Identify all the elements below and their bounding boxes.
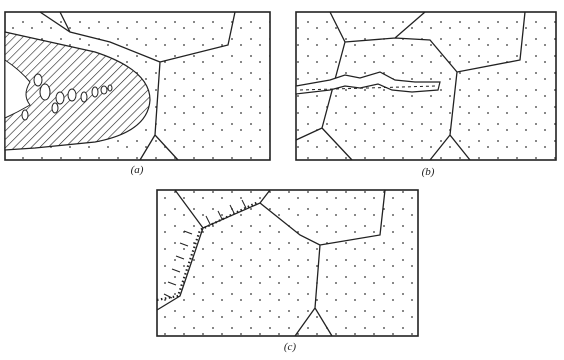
panel-c: (c) xyxy=(156,189,419,353)
crack-hatching xyxy=(299,85,437,91)
panel-frame xyxy=(156,189,419,337)
crack-tip xyxy=(4,59,31,119)
hatched-zone xyxy=(4,31,151,151)
panel-b: (b) xyxy=(295,11,557,178)
boundary-hatching xyxy=(163,199,247,299)
grain-boundary xyxy=(156,189,386,337)
panel-label: (a) xyxy=(131,164,144,176)
panel-a: (a) xyxy=(4,11,271,176)
crack xyxy=(295,71,441,95)
voids xyxy=(21,73,113,121)
panel-label: (b) xyxy=(422,166,435,178)
panel-label: (c) xyxy=(284,341,297,353)
boundary-attack xyxy=(156,201,259,302)
grain-boundary xyxy=(39,11,236,161)
